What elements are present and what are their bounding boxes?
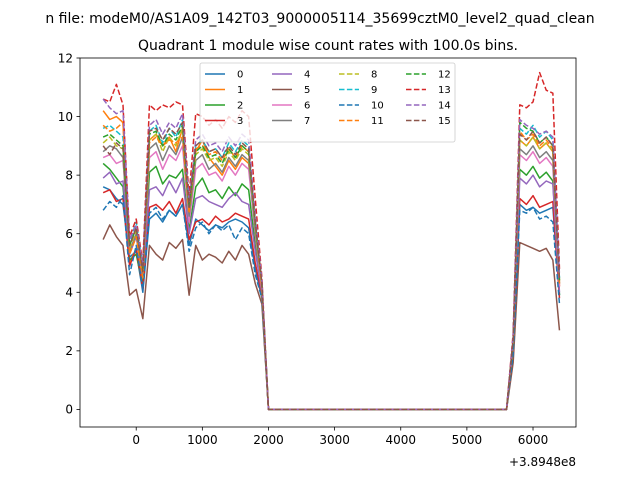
legend-item-7: 7 <box>272 116 310 127</box>
x-axis-offset-label: +3.8948e8 <box>509 455 576 469</box>
x-tick-label: 2000 <box>253 433 284 447</box>
legend-label: 8 <box>371 70 377 81</box>
series-line-3 <box>102 189 561 411</box>
legend-label: 0 <box>237 70 243 81</box>
legend-label: 7 <box>304 116 310 127</box>
legend-item-2: 2 <box>205 101 243 112</box>
x-tick-label: 0 <box>132 433 140 447</box>
figure-suptitle: n file: modeM0/AS1A09_142T03_9000005114_… <box>45 11 594 27</box>
legend-item-13: 13 <box>406 85 451 96</box>
y-tick-label: 12 <box>58 51 73 65</box>
series-line-5 <box>102 224 561 411</box>
legend-label: 3 <box>237 116 243 127</box>
x-axis: 0 1000 2000 3000 4000 5000 6000 <box>132 427 548 447</box>
legend-item-8: 8 <box>339 70 377 81</box>
x-tick-label: 4000 <box>385 433 416 447</box>
legend-label: 12 <box>438 70 451 81</box>
y-tick-label: 8 <box>65 168 73 182</box>
y-tick-label: 6 <box>65 227 73 241</box>
legend-label: 11 <box>371 116 384 127</box>
legend-label: 6 <box>304 101 310 112</box>
legend-label: 9 <box>371 85 377 96</box>
series-layer <box>102 71 561 411</box>
legend-item-5: 5 <box>272 85 310 96</box>
series-line-10 <box>102 194 561 411</box>
series-line-9 <box>102 118 561 411</box>
legend-label: 5 <box>304 85 310 96</box>
y-tick-label: 10 <box>58 110 73 124</box>
legend-item-14: 14 <box>406 101 451 112</box>
legend-item-0: 0 <box>205 70 243 81</box>
series-line-15 <box>102 121 561 411</box>
y-axis: 0 2 4 6 8 10 12 <box>58 51 80 417</box>
x-tick-label: 5000 <box>452 433 483 447</box>
legend-item-12: 12 <box>406 70 451 81</box>
legend-item-9: 9 <box>339 85 377 96</box>
legend-label: 1 <box>237 85 243 96</box>
legend-item-11: 11 <box>339 116 384 127</box>
legend-label: 15 <box>438 116 451 127</box>
series-line-8 <box>102 127 561 411</box>
legend-label: 2 <box>237 101 243 112</box>
plot-border <box>79 57 577 428</box>
legend-label: 13 <box>438 85 451 96</box>
series-line-11 <box>102 121 561 411</box>
x-tick-label: 1000 <box>187 433 218 447</box>
series-line-13 <box>102 71 561 411</box>
legend-item-1: 1 <box>205 85 243 96</box>
x-tick-label: 3000 <box>319 433 350 447</box>
y-tick-label: 4 <box>65 286 73 300</box>
legend-label: 10 <box>371 101 384 112</box>
legend-item-10: 10 <box>339 101 384 112</box>
legend-box <box>199 62 456 143</box>
legend-item-15: 15 <box>406 116 451 127</box>
y-tick-label: 2 <box>65 344 73 358</box>
legend-label: 4 <box>304 70 310 81</box>
legend-item-3: 3 <box>205 116 243 127</box>
legend-label: 14 <box>438 101 451 112</box>
legend-item-4: 4 <box>272 70 310 81</box>
legend-item-6: 6 <box>272 101 310 112</box>
chart-title: Quadrant 1 module wise count rates with … <box>138 38 518 54</box>
x-tick-label: 6000 <box>518 433 549 447</box>
y-tick-label: 0 <box>65 403 73 417</box>
series-line-14 <box>102 98 561 411</box>
